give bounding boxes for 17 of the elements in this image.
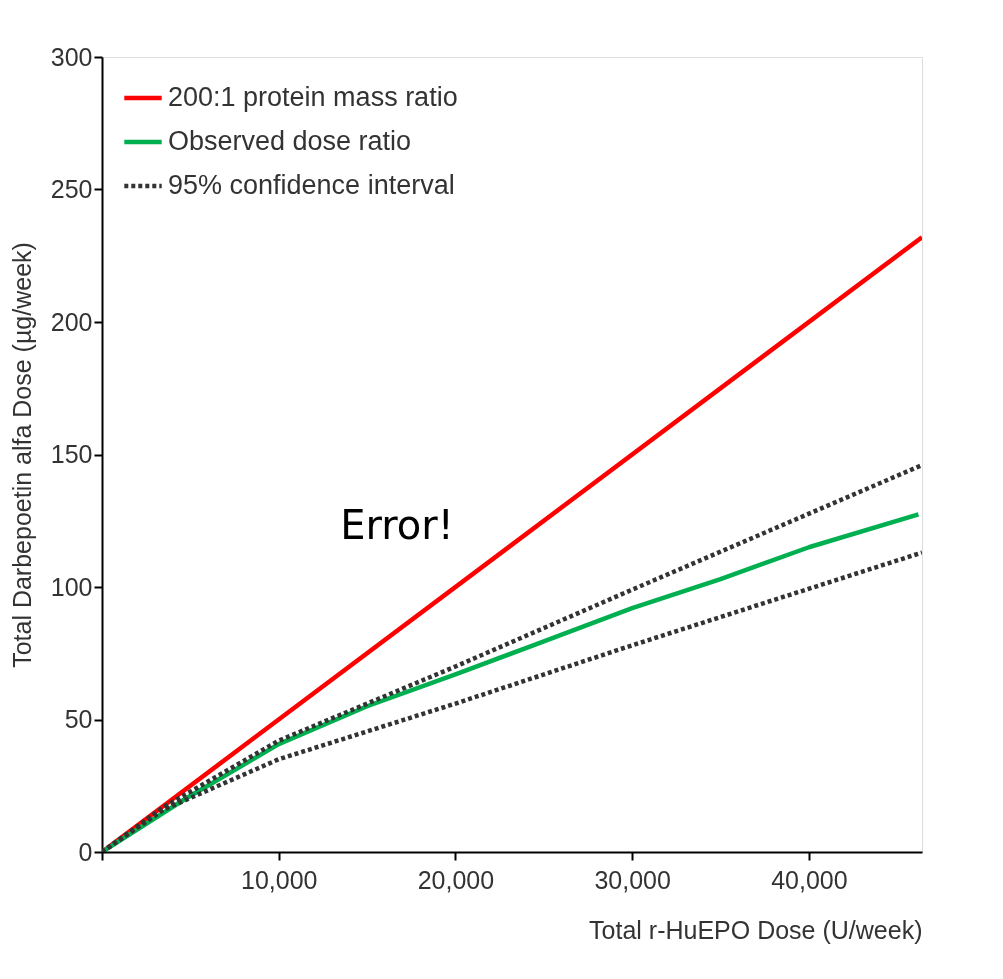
legend-label: Observed dose ratio xyxy=(168,126,412,156)
x-axis-title: Total r-HuEPO Dose (U/week) xyxy=(589,915,923,944)
y-tick-label: 100 xyxy=(50,572,93,601)
legend-label: 200:1 protein mass ratio xyxy=(168,82,458,112)
x-tick-label: 20,000 xyxy=(417,865,495,894)
y-tick-label: 300 xyxy=(50,42,93,71)
x-tick-label: 10,000 xyxy=(240,865,318,894)
annotation: Error! xyxy=(340,502,454,548)
y-tick-label: 150 xyxy=(50,440,93,468)
x-tick-label: 30,000 xyxy=(594,865,671,894)
y-tick-label: 50 xyxy=(64,705,93,733)
y-tick-label: 0 xyxy=(78,837,93,866)
legend-label: 95% confidence interval xyxy=(168,170,455,200)
y-axis-title: Total Darbepoetin alfa Dose (µg/week) xyxy=(7,242,36,668)
y-tick-label: 250 xyxy=(50,175,93,203)
x-tick-label: 40,000 xyxy=(771,865,848,894)
y-tick-label: 200 xyxy=(50,307,93,336)
